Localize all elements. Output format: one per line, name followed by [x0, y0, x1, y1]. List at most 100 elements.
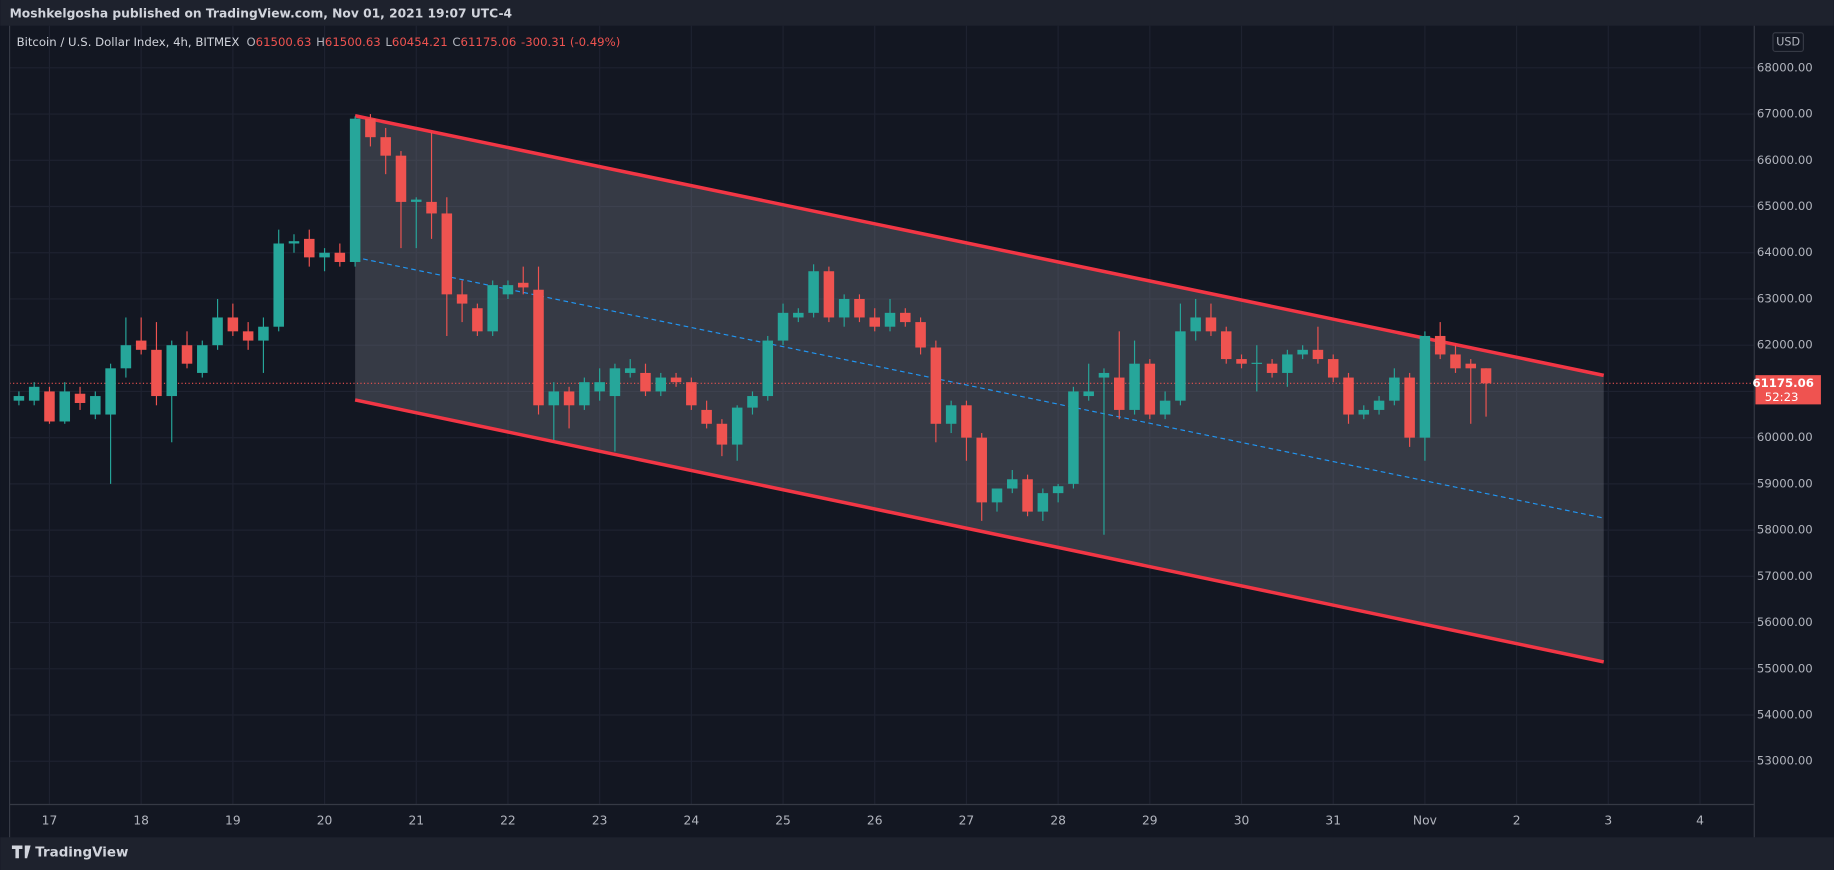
candle-body	[456, 294, 468, 304]
candle-body	[563, 391, 575, 406]
candle-body	[349, 118, 361, 262]
candle-body	[777, 312, 789, 341]
y-tick-label: 54000.00	[1757, 708, 1813, 722]
y-tick-label: 65000.00	[1757, 199, 1813, 213]
candle-body	[502, 285, 514, 295]
candle-body	[334, 252, 346, 262]
candle-body	[212, 317, 223, 346]
candle-body	[808, 271, 819, 313]
x-tick-label: Nov	[1413, 813, 1437, 827]
candle-body	[242, 331, 254, 341]
candle-body	[976, 437, 987, 503]
candle-body	[1068, 391, 1079, 484]
x-tick-label: 21	[408, 813, 424, 827]
candle-body	[793, 312, 804, 318]
candle-body	[1037, 493, 1049, 512]
bottom-bar	[0, 837, 1834, 870]
candle-body	[594, 382, 605, 392]
candle-body	[1113, 377, 1125, 410]
y-tick-label: 62000.00	[1757, 338, 1813, 352]
candle-body	[1052, 486, 1064, 494]
candle-body	[655, 377, 667, 392]
candle-body	[670, 377, 682, 383]
y-tick-label: 57000.00	[1757, 569, 1813, 583]
brand: TradingView	[35, 845, 128, 860]
currency[interactable]: USD	[1776, 36, 1800, 49]
candle-body	[1282, 354, 1293, 373]
candle-body	[105, 368, 116, 415]
candle-body	[44, 391, 55, 422]
change: -300.31 (-0.49%)	[521, 35, 620, 49]
x-tick-label: 18	[133, 813, 149, 827]
x-tick-label: 24	[684, 813, 700, 827]
candle-body	[854, 298, 865, 318]
candle-body	[533, 289, 544, 406]
candle-body	[1236, 359, 1247, 364]
y-tick-label: 60000.00	[1757, 430, 1813, 444]
candle-body	[120, 345, 132, 369]
legend-key: C	[452, 35, 460, 49]
y-tick-label: 58000.00	[1757, 523, 1813, 537]
candle-body	[365, 118, 376, 138]
y-tick-label: 59000.00	[1757, 476, 1813, 490]
channel-upper	[354, 114, 1605, 378]
candle-body	[151, 349, 162, 397]
candle-body	[1098, 372, 1110, 378]
candle-body	[258, 326, 269, 341]
candle-body	[181, 345, 193, 364]
candle-body	[930, 347, 942, 424]
y-tick-label: 55000.00	[1757, 661, 1813, 675]
candle-body	[1175, 331, 1186, 401]
candle-body	[1220, 331, 1232, 360]
candle-body	[823, 271, 835, 318]
candle-body	[701, 409, 712, 424]
legend-key: L	[385, 35, 392, 49]
symbol: Bitcoin / U.S. Dollar Index, 4h, BITMEX	[17, 35, 240, 49]
top-bar	[0, 0, 1834, 26]
candle-body	[1327, 359, 1339, 378]
candle-body	[1434, 335, 1446, 355]
candle-body	[380, 137, 391, 156]
candle-body	[716, 423, 728, 445]
candle-body	[991, 488, 1003, 503]
candle-body	[1373, 400, 1385, 410]
x-tick-label: 31	[1325, 813, 1341, 827]
candle-body	[900, 312, 911, 323]
x-tick-label: 20	[317, 813, 333, 827]
candle-body	[1465, 363, 1477, 369]
x-tick-label: 29	[1142, 813, 1158, 827]
x-tick-label: 22	[500, 813, 516, 827]
candle-body	[838, 298, 850, 318]
candle-body	[1190, 317, 1201, 332]
channel-lower	[354, 398, 1605, 664]
candle-body	[1358, 409, 1370, 415]
candle-body	[74, 393, 86, 403]
candle-body	[273, 243, 284, 327]
y-tick-label: 66000.00	[1757, 153, 1813, 167]
candle-body	[1450, 354, 1461, 369]
currency-button[interactable]	[1772, 32, 1804, 53]
candle-body	[579, 382, 590, 406]
y-tick-label: 67000.00	[1757, 107, 1813, 121]
candle-body	[1266, 363, 1278, 373]
y-tick-label: 68000.00	[1757, 60, 1813, 74]
candle-body	[915, 322, 926, 348]
candle-body	[1205, 317, 1217, 332]
candle-body	[961, 405, 972, 438]
candle-body	[395, 155, 407, 202]
x-tick-label: 17	[42, 813, 58, 827]
x-tick-label: 2	[1513, 813, 1521, 827]
candle-body	[1144, 363, 1156, 415]
channel-fill	[355, 115, 1604, 662]
candle-body	[1404, 377, 1415, 438]
legend-key: H	[316, 35, 325, 49]
candle-body	[13, 396, 25, 401]
candle-body	[319, 252, 330, 258]
x-tick-label: 4	[1696, 813, 1704, 827]
candle-body	[304, 238, 315, 258]
candle-body	[166, 345, 177, 397]
last-price-box	[1755, 375, 1821, 405]
candle-body	[59, 391, 71, 422]
